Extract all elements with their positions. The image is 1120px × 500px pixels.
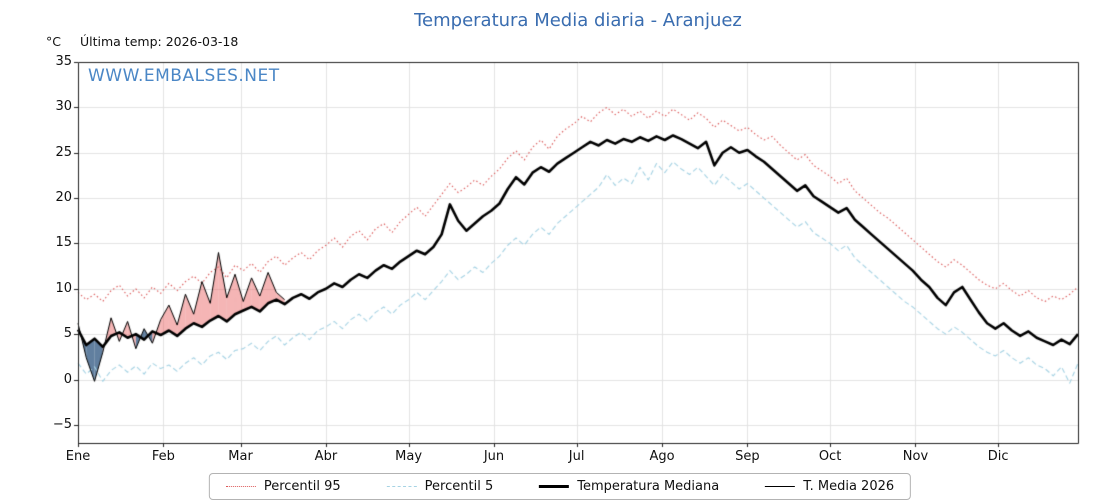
x-tick-label-ago: Ago bbox=[649, 449, 675, 464]
x-tick-label-abr: Abr bbox=[314, 449, 338, 464]
legend-label-temperatura-mediana: Temperatura Mediana bbox=[577, 479, 720, 494]
y-axis-unit-label: °C bbox=[46, 34, 61, 49]
legend-line-sample-t-media-2026 bbox=[765, 486, 796, 487]
last-temp-label: Última temp: 2026-03-18 bbox=[80, 34, 239, 49]
x-tick-label-nov: Nov bbox=[902, 449, 929, 464]
x-tick-label-ene: Ene bbox=[65, 449, 91, 464]
legend-item-temperatura-mediana: Temperatura Mediana bbox=[539, 479, 719, 494]
legend-item-t-media-2026: T. Media 2026 bbox=[765, 479, 894, 494]
chart-title: Temperatura Media diaria - Aranjuez bbox=[414, 10, 742, 31]
x-tick-label-jun: Jun bbox=[483, 449, 505, 464]
y-tick-label: 5 bbox=[63, 326, 72, 342]
x-tick-label-mar: Mar bbox=[228, 449, 253, 464]
y-tick-label: 20 bbox=[55, 190, 72, 206]
y-tick-label: 10 bbox=[55, 280, 72, 296]
y-tick-label: 0 bbox=[63, 371, 72, 387]
legend-line-sample-temperatura-mediana bbox=[539, 485, 570, 488]
legend-line-sample-percentil-5 bbox=[386, 486, 417, 487]
legend: Percentil 95 Percentil 5 Temperatura Media… bbox=[208, 473, 912, 500]
x-tick-label-dic: Dic bbox=[987, 449, 1009, 464]
legend-line-sample-percentil-95 bbox=[225, 486, 256, 487]
legend-label-percentil-95: Percentil 95 bbox=[263, 479, 341, 494]
x-tick-label-sep: Sep bbox=[735, 449, 760, 464]
y-tick-label: 35 bbox=[55, 54, 72, 69]
y-tick-label: 15 bbox=[55, 235, 72, 251]
x-tick-label-jul: Jul bbox=[568, 449, 585, 464]
legend-item-percentil-5: Percentil 5 bbox=[386, 479, 494, 494]
watermark: WWW.EMBALSES.NET bbox=[88, 66, 280, 86]
y-tick-label: −5 bbox=[52, 416, 72, 432]
legend-item-percentil-95: Percentil 95 bbox=[225, 479, 341, 494]
y-tick-label: 25 bbox=[55, 144, 72, 160]
y-tick-label: 30 bbox=[55, 99, 72, 115]
legend-label-percentil-5: Percentil 5 bbox=[424, 479, 494, 494]
legend-label-t-media-2026: T. Media 2026 bbox=[803, 479, 895, 494]
x-tick-label-feb: Feb bbox=[151, 449, 175, 464]
x-tick-label-may: May bbox=[395, 449, 423, 464]
x-tick-label-oct: Oct bbox=[818, 449, 842, 464]
